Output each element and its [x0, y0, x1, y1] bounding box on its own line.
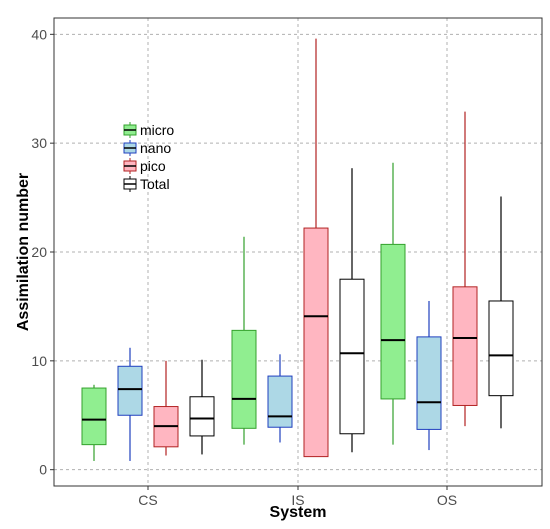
box-nano-os	[416, 300, 442, 451]
box-pico-cs	[153, 360, 179, 456]
legend-item-nano: nano	[123, 140, 171, 156]
box-body	[339, 278, 365, 435]
x-tick-label: IS	[291, 492, 304, 508]
box-body	[189, 396, 215, 437]
legend-item-pico: pico	[123, 158, 166, 174]
legend-item-micro: micro	[123, 122, 174, 138]
box-body	[452, 286, 478, 406]
box-body	[81, 387, 107, 446]
box-body	[267, 375, 293, 428]
box-micro-is	[231, 236, 257, 445]
box-nano-is	[267, 354, 293, 443]
box-nano-cs	[117, 347, 143, 461]
legend-label: pico	[140, 158, 166, 174]
box-micro-cs	[81, 384, 107, 461]
legend-label: nano	[140, 140, 171, 156]
box-body	[488, 300, 514, 397]
x-tick-label: OS	[437, 492, 457, 508]
y-tick-label: 30	[31, 135, 47, 151]
box-body	[231, 329, 257, 429]
y-tick-label: 10	[31, 353, 47, 369]
box-body	[416, 336, 442, 430]
box-body	[380, 243, 406, 400]
box-micro-os	[380, 162, 406, 445]
box-total-cs	[189, 359, 215, 455]
legend-label: Total	[140, 176, 170, 192]
box-pico-is	[303, 38, 329, 458]
y-tick-label: 0	[39, 462, 47, 478]
box-total-os	[488, 196, 514, 429]
legend: micro nano pico Total	[123, 122, 174, 192]
x-tick-label: CS	[138, 492, 157, 508]
legend-item-total: Total	[123, 176, 170, 192]
x-axis-title: System	[270, 504, 327, 521]
y-tick-label: 40	[31, 26, 47, 42]
box-body	[303, 227, 329, 458]
y-axis-title: Assimilation number	[15, 173, 32, 331]
legend-label: micro	[140, 122, 174, 138]
grid-lines	[54, 18, 542, 486]
box-total-is	[339, 168, 365, 453]
axes: 0 10 20 30 40 CS IS OS	[31, 26, 457, 508]
box-pico-os	[452, 111, 478, 427]
box-series	[81, 38, 514, 461]
box-body	[117, 365, 143, 416]
y-tick-label: 20	[31, 244, 47, 260]
